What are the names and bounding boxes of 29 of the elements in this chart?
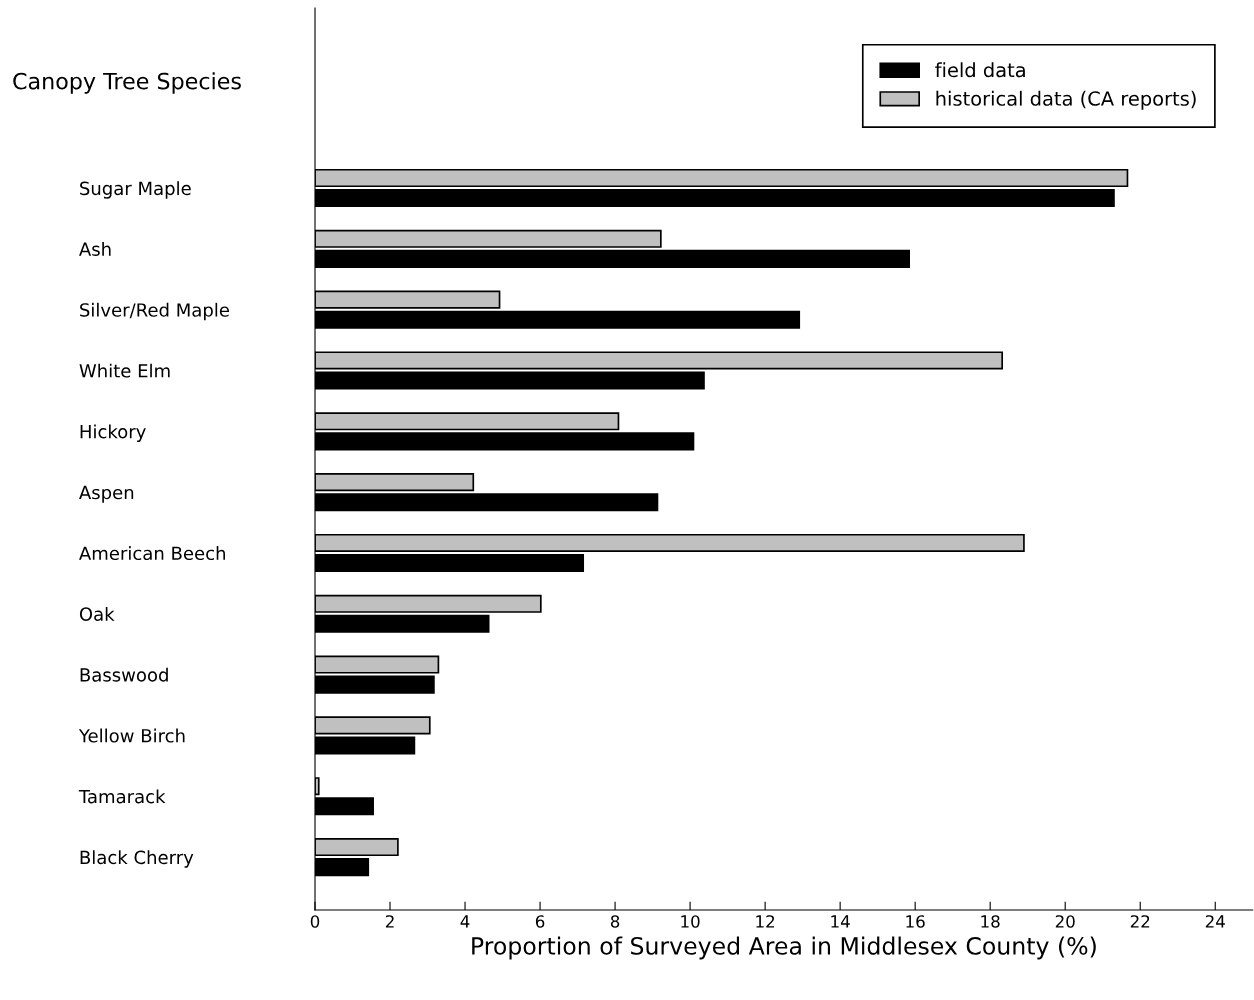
y-tick-label: American Beech	[79, 546, 225, 561]
y-tick-label: Tamarack	[78, 789, 166, 804]
x-tick-label: 24	[1205, 915, 1225, 928]
y-tick-label: Silver/Red Maple	[80, 302, 229, 321]
y-tick-label: Black Cherry	[80, 850, 194, 868]
y-tick-label: Sugar Maple	[80, 181, 191, 199]
x-tick-label: 22	[1130, 915, 1150, 928]
y-tick-label: Hickory	[80, 424, 146, 442]
text: Canopy Tree Species	[13, 72, 241, 94]
y-tick-label: Ash	[79, 242, 111, 256]
x-tick-label: 6	[535, 915, 545, 928]
x-tick-label: 0	[310, 915, 320, 928]
y-tick-label: Basswood	[80, 667, 168, 682]
x-tick-label: 20	[1055, 915, 1075, 928]
y-tick-label: Aspen	[79, 485, 134, 503]
x-tick-label: 12	[756, 915, 775, 928]
x-tick-label: 14	[831, 915, 850, 928]
legend-label: historical data (CA reports)	[936, 90, 1196, 110]
x-tick-label: 18	[981, 915, 1000, 928]
x-tick-label: 2	[385, 915, 394, 928]
y-tick-label: White Elm	[79, 363, 170, 378]
y-tick-label: Yellow Birch	[78, 728, 185, 743]
x-tick-label: 8	[610, 915, 620, 928]
y-tick-label: Oak	[79, 606, 115, 621]
x-tick-label: 16	[906, 915, 925, 928]
legend-label: field data	[935, 62, 1025, 78]
x-axis-title: Proportion of Surveyed Area in Middlesex County (%)	[472, 936, 1096, 960]
x-tick-label: 10	[681, 915, 700, 928]
x-tick-label: 4	[460, 915, 470, 928]
